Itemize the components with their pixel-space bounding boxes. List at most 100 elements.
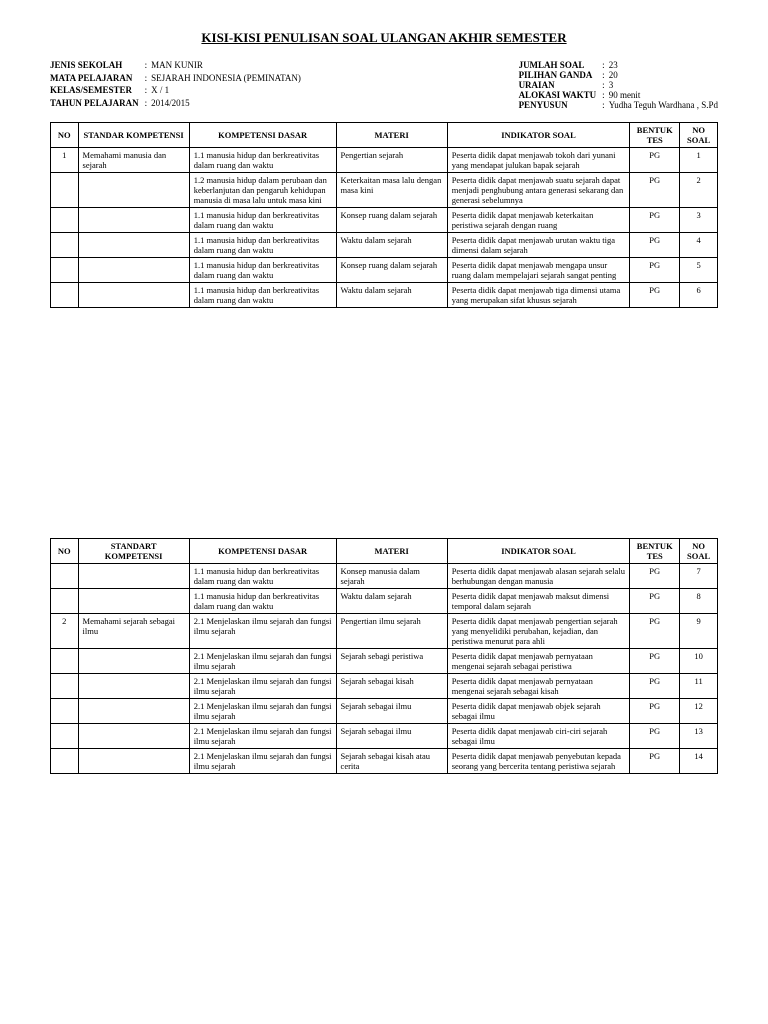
table-row: 2.1 Menjelaskan ilmu sejarah dan fungsi … [51, 749, 718, 774]
cell: Memahami sejarah sebagai ilmu [78, 614, 189, 649]
cell: Peserta didik dapat menjawab pengertian … [447, 614, 630, 649]
th-ind: INDIKATOR SOAL [447, 123, 630, 148]
meta-right: JUMLAH SOAL:23PILIHAN GANDA:20URAIAN:3AL… [519, 60, 718, 110]
table-row: 2.1 Menjelaskan ilmu sejarah dan fungsi … [51, 649, 718, 674]
cell: 1.1 manusia hidup dan berkreativitas dal… [189, 208, 336, 233]
cell: Sejarah sebagai kisah [336, 674, 447, 699]
table-1: NO STANDAR KOMPETENSI KOMPETENSI DASAR M… [50, 122, 718, 308]
cell: Sejarah sebagai kisah atau cerita [336, 749, 447, 774]
cell: Konsep manusia dalam sejarah [336, 564, 447, 589]
cell: Memahami manusia dan sejarah [78, 148, 189, 173]
cell: Peserta didik dapat menjawab pernyataan … [447, 674, 630, 699]
cell: PG [630, 589, 680, 614]
meta-label: KELAS/SEMESTER [50, 85, 145, 98]
cell [51, 674, 79, 699]
cell [51, 208, 79, 233]
meta-left: JENIS SEKOLAH:MAN KUNIRMATA PELAJARAN:SE… [50, 60, 301, 110]
cell [78, 233, 189, 258]
cell: PG [630, 564, 680, 589]
table-row: 1.2 manusia hidup dalam perubaan dan keb… [51, 173, 718, 208]
cell [78, 589, 189, 614]
cell: PG [630, 674, 680, 699]
cell [78, 699, 189, 724]
meta-value: Yudha Teguh Wardhana , S.Pd [609, 100, 718, 110]
meta-value: 20 [609, 70, 718, 80]
cell: 2.1 Menjelaskan ilmu sejarah dan fungsi … [189, 724, 336, 749]
meta-value: X / 1 [151, 85, 301, 98]
cell: Waktu dalam sejarah [336, 233, 447, 258]
cell: 2.1 Menjelaskan ilmu sejarah dan fungsi … [189, 674, 336, 699]
cell: Konsep ruang dalam sejarah [336, 208, 447, 233]
cell: 5 [680, 258, 718, 283]
cell: 1 [51, 148, 79, 173]
cell: 14 [680, 749, 718, 774]
table-row: 2.1 Menjelaskan ilmu sejarah dan fungsi … [51, 724, 718, 749]
th-std2: STANDART KOMPETENSI [78, 539, 189, 564]
cell [51, 749, 79, 774]
cell [78, 564, 189, 589]
cell [51, 283, 79, 308]
th-ind: INDIKATOR SOAL [447, 539, 630, 564]
table-row: 1.1 manusia hidup dan berkreativitas dal… [51, 564, 718, 589]
cell: 6 [680, 283, 718, 308]
cell: Peserta didik dapat menjawab maksut dime… [447, 589, 630, 614]
cell: Waktu dalam sejarah [336, 283, 447, 308]
table-row: 1.1 manusia hidup dan berkreativitas dal… [51, 208, 718, 233]
cell: 4 [680, 233, 718, 258]
cell: PG [630, 233, 680, 258]
cell: 7 [680, 564, 718, 589]
cell: 2 [51, 614, 79, 649]
cell: 11 [680, 674, 718, 699]
cell: PG [630, 258, 680, 283]
cell: Peserta didik dapat menjawab urutan wakt… [447, 233, 630, 258]
page-title: KISI-KISI PENULISAN SOAL ULANGAN AKHIR S… [50, 30, 718, 46]
table-row: 1.1 manusia hidup dan berkreativitas dal… [51, 589, 718, 614]
cell [78, 649, 189, 674]
cell [78, 724, 189, 749]
cell: 12 [680, 699, 718, 724]
cell [51, 699, 79, 724]
cell: PG [630, 148, 680, 173]
th-ns: NO SOAL [680, 123, 718, 148]
cell: Sejarah sebagai ilmu [336, 724, 447, 749]
cell: 9 [680, 614, 718, 649]
meta-label: JUMLAH SOAL [519, 60, 603, 70]
meta-value: 23 [609, 60, 718, 70]
cell: Peserta didik dapat menjawab ciri-ciri s… [447, 724, 630, 749]
meta-value: 90 menit [609, 90, 718, 100]
cell: Keterkaitan masa lalu dengan masa kini [336, 173, 447, 208]
cell [78, 173, 189, 208]
cell: 2.1 Menjelaskan ilmu sejarah dan fungsi … [189, 614, 336, 649]
cell: 2 [680, 173, 718, 208]
meta-value: MAN KUNIR [151, 60, 301, 73]
meta-label: ALOKASI WAKTU [519, 90, 603, 100]
cell: PG [630, 208, 680, 233]
th-bt: BENTUK TES [630, 539, 680, 564]
cell: Pengertian sejarah [336, 148, 447, 173]
cell: 2.1 Menjelaskan ilmu sejarah dan fungsi … [189, 699, 336, 724]
cell: 1 [680, 148, 718, 173]
cell: Peserta didik dapat menjawab alasan seja… [447, 564, 630, 589]
cell [51, 258, 79, 283]
cell: PG [630, 699, 680, 724]
cell: 2.1 Menjelaskan ilmu sejarah dan fungsi … [189, 649, 336, 674]
cell [78, 749, 189, 774]
cell: Pengertian ilmu sejarah [336, 614, 447, 649]
cell [51, 724, 79, 749]
meta-label: PILIHAN GANDA [519, 70, 603, 80]
page-gap [50, 308, 718, 538]
cell [51, 173, 79, 208]
cell: PG [630, 283, 680, 308]
cell: Peserta didik dapat menjawab tokoh dari … [447, 148, 630, 173]
cell: 1.1 manusia hidup dan berkreativitas dal… [189, 283, 336, 308]
cell: 1.1 manusia hidup dan berkreativitas dal… [189, 233, 336, 258]
cell: Peserta didik dapat menjawab suatu sejar… [447, 173, 630, 208]
cell [51, 589, 79, 614]
cell: PG [630, 749, 680, 774]
meta-label: JENIS SEKOLAH [50, 60, 145, 73]
th-bt: BENTUK TES [630, 123, 680, 148]
cell: 1.1 manusia hidup dan berkreativitas dal… [189, 564, 336, 589]
table-row: 1.1 manusia hidup dan berkreativitas dal… [51, 283, 718, 308]
meta-label: MATA PELAJARAN [50, 73, 145, 86]
cell [78, 674, 189, 699]
